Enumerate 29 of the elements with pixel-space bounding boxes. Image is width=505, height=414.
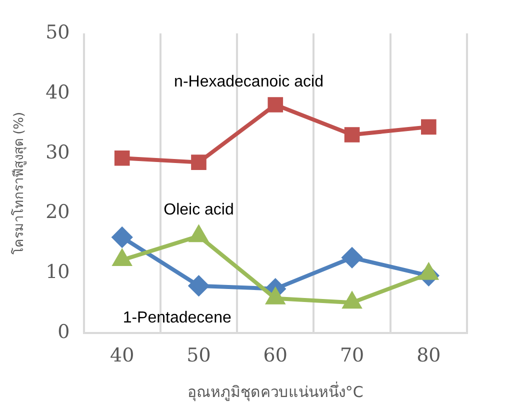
y-tick-label: 10 — [46, 261, 70, 284]
y-tick-label: 50 — [46, 21, 70, 44]
x-axis-title: อุณหภูมิชุดควบแน่นหนึ่ง°C — [187, 380, 364, 402]
x-tick-label: 60 — [263, 344, 288, 367]
series-label: 1-Pentadecene — [122, 310, 232, 327]
x-tick-label: 40 — [110, 344, 134, 367]
series-label: Oleic acid — [164, 201, 234, 218]
point — [268, 97, 284, 112]
point — [344, 127, 360, 142]
point — [266, 288, 284, 304]
point — [342, 248, 362, 268]
point — [188, 276, 209, 296]
x-tick-label: 70 — [340, 344, 364, 367]
point — [114, 150, 130, 166]
point — [421, 119, 436, 135]
y-tick-label: 40 — [46, 81, 70, 104]
point — [190, 226, 208, 242]
point — [113, 250, 132, 266]
y-tick-label: 30 — [46, 141, 70, 164]
series-label: n-Hexadecanoic acid — [174, 74, 324, 91]
point — [420, 264, 438, 280]
point — [343, 292, 361, 309]
y-tick-label: 0 — [58, 321, 70, 344]
x-tick-label: 80 — [416, 344, 441, 367]
x-tick-label: 50 — [186, 344, 211, 367]
y-axis-title: โครมาโทกราฟีสูงสุด (%) — [11, 112, 28, 255]
point — [112, 227, 132, 248]
y-tick-label: 20 — [46, 201, 70, 224]
point — [191, 154, 206, 170]
